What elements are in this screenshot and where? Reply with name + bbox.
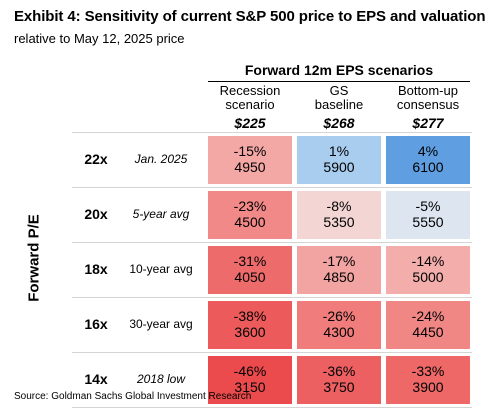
y-axis-label-container: Forward P/E: [19, 128, 49, 388]
cell-percent-change: -33%: [411, 363, 445, 379]
cell-percent-change: -15%: [233, 143, 267, 159]
chart-title: Exhibit 4: Sensitivity of current S&P 50…: [14, 8, 486, 25]
heatmap-cell: -33% 3900: [386, 356, 470, 404]
cell-percent-change: -31%: [233, 253, 267, 269]
pe-reference-label: 30-year avg: [129, 317, 193, 331]
column-header-name-line1: Recession: [219, 83, 281, 98]
heatmap-cell: -26% 4300: [297, 301, 381, 349]
heatmap-cell: -14% 5000: [386, 246, 470, 294]
column-group-header: Forward 12m EPS scenarios: [244, 62, 434, 78]
heatmap-cell: 4% 6100: [386, 136, 470, 184]
pe-multiple: 14x: [84, 371, 108, 387]
column-header-name-line2: baseline: [314, 97, 364, 112]
cell-implied-price: 3600: [234, 324, 266, 340]
heatmap-cell: -36% 3750: [297, 356, 381, 404]
cell-percent-change: -5%: [415, 198, 441, 214]
cell-implied-price: 6100: [412, 159, 444, 175]
cell-percent-change: -14%: [411, 253, 445, 269]
column-header-name-line1: GS: [329, 83, 349, 98]
heatmap-cell: -38% 3600: [208, 301, 292, 349]
heatmap-cell: -46% 3150: [208, 356, 292, 404]
pe-multiple: 16x: [84, 316, 108, 332]
column-header-eps: $277: [412, 115, 444, 131]
cell-implied-price: 4300: [323, 324, 355, 340]
cell-implied-price: 4450: [412, 324, 444, 340]
cell-implied-price: 5350: [323, 214, 355, 230]
cell-percent-change: -46%: [233, 363, 267, 379]
cell-percent-change: 1%: [328, 143, 350, 159]
cell-percent-change: -38%: [233, 308, 267, 324]
column-header-name-line2: consensus: [396, 97, 460, 112]
pe-reference-label: Jan. 2025: [134, 152, 188, 166]
cell-implied-price: 4850: [323, 269, 355, 285]
pe-reference-label: 10-year avg: [129, 262, 193, 276]
heatmap-cell: -15% 4950: [208, 136, 292, 184]
heatmap-cell: -23% 4500: [208, 191, 292, 239]
row-divider: [72, 132, 472, 133]
cell-percent-change: -8%: [326, 198, 352, 214]
cell-percent-change: -17%: [322, 253, 356, 269]
pe-multiple: 20x: [84, 206, 108, 222]
column-header-name-line1: Bottom-up: [398, 83, 458, 98]
y-axis-label: Forward P/E: [25, 214, 43, 302]
chart-subtitle: relative to May 12, 2025 price: [14, 31, 185, 46]
cell-implied-price: 3900: [412, 379, 444, 395]
cell-implied-price: 5000: [412, 269, 444, 285]
row-divider: [72, 352, 472, 353]
pe-reference-label: 2018 low: [136, 372, 186, 386]
cell-implied-price: 5900: [323, 159, 355, 175]
heatmap-cell: 1% 5900: [297, 136, 381, 184]
cell-percent-change: 4%: [417, 143, 439, 159]
row-divider: [72, 407, 472, 408]
cell-implied-price: 3750: [323, 379, 355, 395]
heatmap-cell: -8% 5350: [297, 191, 381, 239]
row-divider: [72, 187, 472, 188]
column-header: GS baseline $268: [297, 83, 381, 131]
heatmap-cell: -31% 4050: [208, 246, 292, 294]
column-header: Recession scenario $225: [208, 83, 292, 131]
row-divider: [72, 297, 472, 298]
column-header-eps: $225: [234, 115, 266, 131]
cell-percent-change: -36%: [322, 363, 356, 379]
column-header-eps: $268: [323, 115, 355, 131]
pe-multiple: 18x: [84, 261, 108, 277]
cell-implied-price: 4500: [234, 214, 266, 230]
column-group-underline: [208, 81, 470, 82]
cell-implied-price: 5550: [412, 214, 444, 230]
cell-implied-price: 4950: [234, 159, 266, 175]
heatmap-cell: -24% 4450: [386, 301, 470, 349]
cell-percent-change: -26%: [322, 308, 356, 324]
cell-percent-change: -23%: [233, 198, 267, 214]
pe-multiple: 22x: [84, 151, 108, 167]
cell-percent-change: -24%: [411, 308, 445, 324]
cell-implied-price: 3150: [234, 379, 266, 395]
pe-reference-label: 5-year avg: [132, 207, 190, 221]
heatmap-cell: -5% 5550: [386, 191, 470, 239]
column-header-name-line2: scenario: [225, 97, 275, 112]
cell-implied-price: 4050: [234, 269, 266, 285]
heatmap-cell: -17% 4850: [297, 246, 381, 294]
source-note: Source: Goldman Sachs Global Investment …: [14, 391, 252, 402]
column-header: Bottom-up consensus $277: [386, 83, 470, 131]
row-divider: [72, 242, 472, 243]
